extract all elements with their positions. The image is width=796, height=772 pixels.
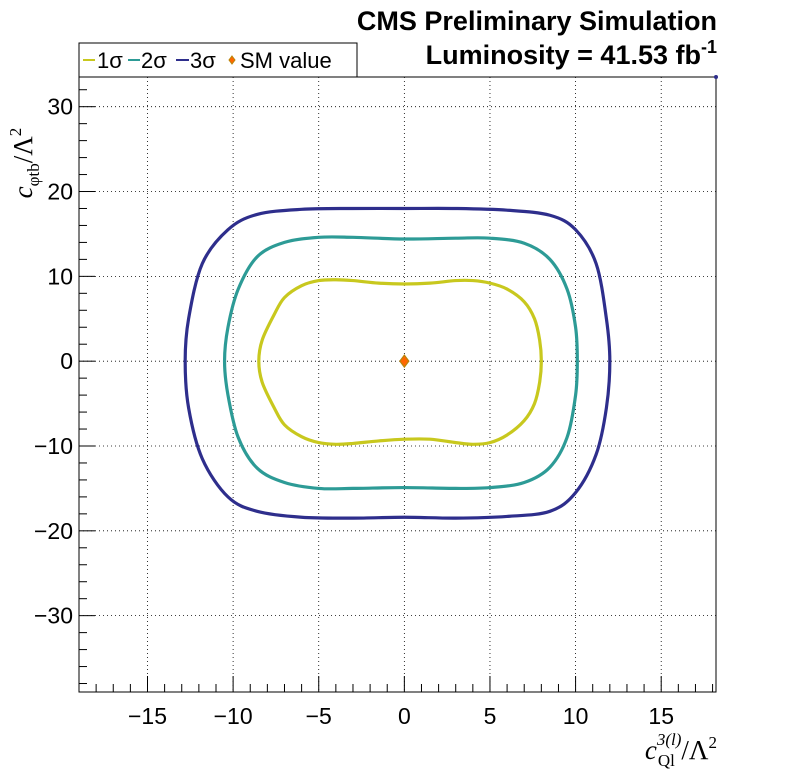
legend-label-3sigma: 3σ <box>190 48 216 73</box>
contour-2sigma <box>222 235 579 491</box>
legend-label-sm-value: SM value <box>240 48 332 73</box>
contour-series <box>183 75 718 520</box>
y-tick-label: 0 <box>60 348 73 374</box>
legend-label-1sigma: 1σ <box>97 48 123 73</box>
x-tick-label: 15 <box>648 703 674 729</box>
x-tick-label: 0 <box>398 703 411 729</box>
x-tick-label: −15 <box>128 703 167 729</box>
y-tick-label: 10 <box>47 263 73 289</box>
grid-lines <box>79 77 716 692</box>
contour-3sigma <box>183 206 612 520</box>
y-tick-label: 20 <box>47 179 73 205</box>
y-axis-label: cφtb/Λ2 <box>6 128 43 199</box>
legend-box <box>78 42 358 78</box>
plot-frame <box>78 76 717 693</box>
luminosity-label: Luminosity = 41.53 fb-1 <box>426 37 717 70</box>
x-axis-label: cQl3(l)/Λ2 <box>645 730 717 770</box>
y-tick-label: 30 <box>47 94 73 120</box>
x-tick-label: 5 <box>484 703 497 729</box>
y-tick-label: −20 <box>34 518 73 544</box>
x-tick-label: −10 <box>214 703 253 729</box>
legend-label-2sigma: 2σ <box>141 48 167 73</box>
y-tick-label: −10 <box>34 433 73 459</box>
contour-1sigma <box>257 278 543 446</box>
x-tick-label: −5 <box>306 703 332 729</box>
chart-title: CMS Preliminary Simulation <box>357 6 717 36</box>
sm-value-marker <box>399 354 410 369</box>
x-tick-label: 10 <box>563 703 589 729</box>
axis-ticks <box>78 89 714 692</box>
legend-swatch-sm-value <box>228 55 236 65</box>
legend: 1σ 2σ 3σ SM value <box>78 42 358 78</box>
frame-corner-dot <box>714 75 718 79</box>
y-tick-label: −30 <box>34 603 73 629</box>
